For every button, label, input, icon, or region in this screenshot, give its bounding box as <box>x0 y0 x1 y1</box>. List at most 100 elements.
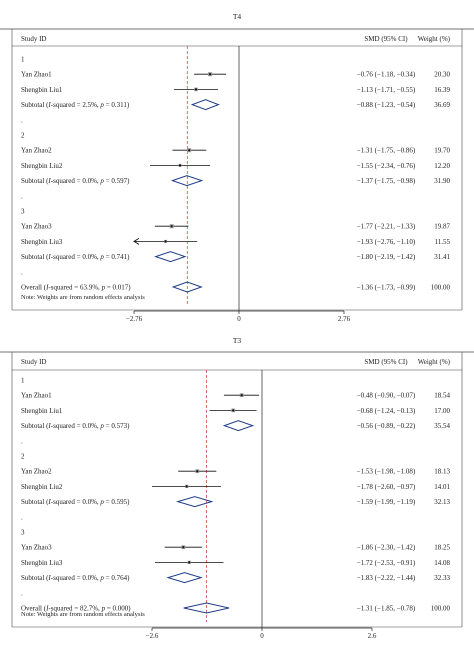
forest-t3-row-8-diamond <box>176 496 214 508</box>
forest-t4-row-1-weight: 20.30 <box>434 71 450 79</box>
forest-t3-row-2-label: Shengbin Liu1 <box>21 407 63 415</box>
forest-t3-row-15-smd: −1.31 (−1.85, −0.78) <box>357 605 416 613</box>
forest-t4-row-4-label: . <box>21 116 23 124</box>
forest-t4-row-15-label-part-1: I <box>45 284 49 292</box>
forest-t4-row-12-point <box>164 240 167 243</box>
forest-t3-row-12-smd: −1.72 (−2.53, −0.91) <box>357 559 416 567</box>
forest-t4-row-3-label-part-1: I <box>47 101 51 109</box>
forest-t4-row-6-smd: −1.31 (−1.75, −0.86) <box>357 147 416 155</box>
forest-t3-row-8-weight: 32.13 <box>434 498 450 506</box>
forest-t3-row-8-label-part-0: Subtotal ( <box>21 498 49 506</box>
forest-t3-row-3-label-part-2: -squared = 0.0%, <box>51 422 101 430</box>
forest-t4-row-12-smd: −1.93 (−2.76, −1.10) <box>357 238 416 246</box>
forest-plot-t3-svg: T3 Study ID SMD (95% CI) Weight (%) 1 Yan Zha… <box>0 336 474 640</box>
forest-t4-row-6-weight: 19.70 <box>434 147 450 155</box>
forest-t4-header-study: Study ID <box>21 35 46 43</box>
forest-t3-row-7-label: Shengbin Liu2 <box>21 483 63 491</box>
forest-t4-row-15-label-part-4: = 0.017) <box>105 284 131 292</box>
forest-t4-row-15-label-part-2: -squared = 63.9%, <box>48 284 101 292</box>
forest-t4-row-7-weight: 12.20 <box>434 162 450 170</box>
forest-t3-row-12-weight: 14.08 <box>434 559 450 567</box>
forest-t4-row-8-label: Subtotal (I-squared = 0.0%, p = 0.597) <box>21 177 130 185</box>
forest-t3-row-3-label-part-4: = 0.573) <box>104 422 130 430</box>
forest-t3-row-15-label-part-2: -squared = 82.7%, <box>48 605 101 613</box>
forest-t3-row-15-label: Overall (I-squared = 82.7%, p = 0.000) <box>21 605 131 613</box>
forest-t3-row-13-label-part-4: = 0.764) <box>104 574 130 582</box>
forest-t4-row-3-diamond <box>190 99 220 111</box>
forest-t4-x-tick-label-1: 0 <box>237 315 241 323</box>
forest-t3-row-11-point <box>182 546 185 549</box>
forest-t3-row-8-label-part-1: I <box>47 498 51 506</box>
forest-t4-note: Note: Weights are from random effects an… <box>21 294 145 301</box>
forest-t4-row-11-weight: 19.87 <box>434 223 450 231</box>
forest-t3-row-6-point <box>196 470 199 473</box>
forest-t4-row-12-label: Shengbin Liu3 <box>21 238 63 246</box>
forest-t3-row-8-label-part-2: -squared = 0.0%, <box>51 498 101 506</box>
forest-t4-row-13-diamond <box>154 251 187 263</box>
forest-t3-row-8-label-part-4: = 0.595) <box>104 498 130 506</box>
forest-t4-row-15-label: Overall (I-squared = 63.9%, p = 0.017) <box>21 284 131 292</box>
forest-t3-header-study: Study ID <box>21 358 46 366</box>
forest-t4-row-7-label: Shengbin Liu2 <box>21 162 63 170</box>
forest-t3-row-11-weight: 18.25 <box>434 544 450 552</box>
forest-t4-row-15-label-part-3: p <box>101 284 106 292</box>
forest-t4-row-2-point <box>194 88 198 91</box>
forest-t3-row-15-label-part-4: = 0.000) <box>105 605 131 613</box>
forest-t4-title: T4 <box>233 12 242 21</box>
forest-t4-row-15-weight: 100.00 <box>431 284 451 292</box>
forest-t3-row-12-point <box>188 561 191 564</box>
forest-t3-row-3-label-part-0: Subtotal ( <box>21 422 49 430</box>
forest-t3-row-3-label-part-3: p <box>99 422 104 430</box>
forest-t4-row-14-label: . <box>21 268 23 276</box>
forest-t3-row-13-label-part-0: Subtotal ( <box>21 574 49 582</box>
forest-t3-row-12-label: Shengbin Liu3 <box>21 559 63 567</box>
forest-t4-row-2-smd: −1.13 (−1.71, −0.55) <box>357 86 416 94</box>
forest-t3-row-1-weight: 18.54 <box>434 392 450 400</box>
forest-t3-row-7-smd: −1.78 (−2.60, −0.97) <box>357 483 416 491</box>
forest-plot-t4-svg: T4 Study ID SMD (95% CI) Weight (%) 1 Yan Zha… <box>0 12 474 323</box>
forest-t3-title: T3 <box>233 336 242 345</box>
forest-t3-row-13-weight: 32.33 <box>434 574 450 582</box>
forest-t3-row-11-smd: −1.86 (−2.30, −1.42) <box>357 544 416 552</box>
forest-t3-row-13-diamond <box>166 572 203 584</box>
forest-t3-row-15-diamond <box>183 602 230 614</box>
forest-t3-row-13-smd: −1.83 (−2.22, −1.44) <box>357 574 416 582</box>
forest-t4-row-8-label-part-1: I <box>47 177 51 185</box>
forest-t3-row-5-label: 2 <box>21 453 25 461</box>
forest-t3-row-3-label: Subtotal (I-squared = 0.0%, p = 0.573) <box>21 422 130 430</box>
forest-t4-x-tick-label-0: −2.76 <box>126 315 143 323</box>
forest-t3-x-tick-label-0: −2.6 <box>146 632 159 640</box>
forest-t3-row-3-smd: −0.56 (−0.89, −0.22) <box>357 422 416 430</box>
forest-t4-row-1-label: Yan Zhao1 <box>21 71 52 79</box>
forest-t3-row-1-label: Yan Zhao1 <box>21 392 52 400</box>
forest-t3-row-0-label: 1 <box>21 377 25 385</box>
forest-t3-row-8-label: Subtotal (I-squared = 0.0%, p = 0.595) <box>21 498 130 506</box>
forest-plot-t4: T4 Study ID SMD (95% CI) Weight (%) 1 Yan Zha… <box>0 12 474 323</box>
forest-t3-row-13-label-part-3: p <box>99 574 104 582</box>
forest-t4-row-8-label-part-3: p <box>99 177 104 185</box>
forest-t4-row-7-point <box>178 164 182 167</box>
forest-t3-row-6-smd: −1.53 (−1.98, −1.08) <box>357 468 416 476</box>
forest-t4-row-9-label: . <box>21 192 23 200</box>
forest-t4-row-10-label: 3 <box>21 208 25 216</box>
forest-t4-row-1-point <box>208 73 212 76</box>
forest-t4-row-11-label: Yan Zhao3 <box>21 223 52 231</box>
forest-t3-row-13-label: Subtotal (I-squared = 0.0%, p = 0.764) <box>21 574 130 582</box>
forest-t3-row-2-weight: 17.00 <box>434 407 450 415</box>
forest-t3-header-smd: SMD (95% CI) <box>364 358 408 366</box>
forest-t3-row-14-label: . <box>21 589 23 597</box>
forest-t3-row-3-weight: 35.54 <box>434 422 450 430</box>
forest-t3-row-4-label: . <box>21 437 23 445</box>
forest-t4-row-13-weight: 31.41 <box>434 253 450 261</box>
forest-t4-row-8-label-part-2: -squared = 0.0%, <box>51 177 101 185</box>
forest-t3-row-3-label-part-1: I <box>47 422 51 430</box>
forest-t3-row-15-label-part-0: Overall ( <box>21 605 47 613</box>
forest-t4-row-13-label: Subtotal (I-squared = 0.0%, p = 0.741) <box>21 253 130 261</box>
forest-t4-row-2-label: Shengbin Liu1 <box>21 86 63 94</box>
forest-t3-row-2-smd: −0.68 (−1.24, −0.13) <box>357 407 416 415</box>
forest-t4-row-8-label-part-0: Subtotal ( <box>21 177 49 185</box>
forest-t3-row-10-label: 3 <box>21 529 25 537</box>
forest-t3-row-7-point <box>185 485 188 488</box>
forest-t4-row-13-label-part-4: = 0.741) <box>104 253 130 261</box>
forest-t3-row-3-diamond <box>222 420 255 432</box>
